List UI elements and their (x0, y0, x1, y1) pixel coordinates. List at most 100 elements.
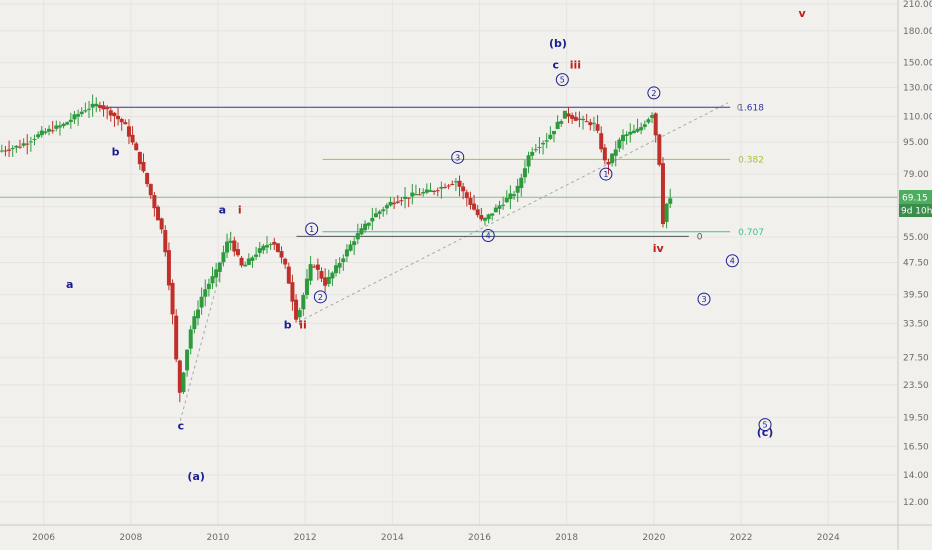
candle-body (141, 161, 146, 172)
candle (479, 207, 484, 222)
candle-body (410, 192, 415, 197)
candle (265, 236, 270, 254)
candle-body (541, 142, 546, 145)
candle-body (214, 269, 219, 278)
candle (508, 185, 513, 210)
candle (272, 237, 277, 251)
candle-body (493, 207, 498, 213)
y-tick-label: 55.00 (903, 233, 929, 243)
candle-body (348, 244, 353, 251)
candle (301, 292, 306, 316)
wave-label: a (66, 278, 73, 291)
candle-body (268, 244, 273, 246)
candle (148, 183, 153, 199)
circled-wave-label: 3 (697, 292, 711, 306)
candle (232, 236, 237, 257)
candle (54, 120, 59, 132)
candle-body (3, 150, 8, 152)
candle-body (355, 233, 360, 240)
candle-body (210, 276, 215, 284)
candle-body (315, 264, 320, 270)
candle-body (159, 218, 164, 230)
candle (243, 261, 248, 267)
candle (57, 121, 62, 136)
candle-body (392, 202, 397, 205)
candle (530, 147, 535, 160)
candle (519, 173, 524, 197)
wave-label: c (178, 419, 185, 432)
candle (315, 258, 320, 281)
candle (453, 178, 458, 192)
candle (439, 181, 444, 199)
candle-body (283, 258, 288, 265)
candle-body (232, 240, 237, 252)
candle-body (664, 203, 669, 222)
candle (653, 112, 658, 143)
candle-body (126, 126, 131, 137)
candle (192, 310, 197, 334)
candle-body (195, 309, 200, 319)
candle (621, 129, 626, 150)
candle (319, 267, 324, 283)
last-price-value: 69.15 (902, 194, 928, 204)
candle-body (519, 177, 524, 189)
y-tick-label: 210.00 (903, 0, 932, 10)
candle-body (522, 168, 527, 178)
candle (461, 182, 466, 200)
candle (47, 125, 52, 136)
candle (195, 300, 200, 326)
price-axis[interactable]: 210.00 180.00 150.00 130.00 110.00 95.00 79.00… (903, 0, 932, 508)
candle (606, 158, 611, 175)
candle-body (403, 196, 408, 199)
candle (304, 269, 309, 300)
candle (206, 278, 211, 297)
candle (388, 196, 393, 207)
candle-body (512, 194, 517, 196)
candle-body (533, 149, 538, 151)
wave-label: (b) (549, 37, 567, 50)
candle-body (595, 124, 600, 131)
candle-body (377, 211, 382, 214)
candle (417, 187, 422, 196)
x-tick-label: 2006 (32, 533, 55, 543)
candle (28, 136, 33, 152)
candle-body (254, 254, 259, 257)
candle (628, 123, 633, 143)
candle-body (39, 130, 44, 136)
candle (32, 134, 37, 146)
wave-circle (555, 73, 569, 87)
wave-circle (481, 228, 495, 242)
time-axis[interactable]: 2006 2008 2010 2012 2014 2016 2018 2020 2022 2024 (32, 533, 840, 543)
candle-body (599, 133, 604, 150)
candle-body (606, 161, 611, 165)
candle (101, 101, 106, 117)
candle-body (504, 198, 509, 203)
circled-wave-number: 2 (651, 89, 656, 98)
y-tick-label: 180.00 (903, 27, 932, 37)
candle (366, 222, 371, 230)
candle-body (668, 198, 673, 204)
candle (381, 206, 386, 217)
candle (544, 132, 549, 149)
candle-body (32, 138, 37, 140)
candle-body (631, 130, 636, 134)
candle-body (101, 105, 106, 110)
candle (3, 145, 8, 157)
candle-body (137, 151, 142, 165)
wave-circle (305, 222, 319, 236)
candle-body (272, 241, 277, 245)
x-tick-label: 2010 (207, 533, 230, 543)
candle-body (417, 194, 422, 196)
candle-body (185, 349, 190, 371)
candle-body (326, 277, 331, 284)
candle-body (482, 217, 487, 221)
candle-body (562, 110, 567, 119)
candle-body (584, 121, 589, 123)
candle-body (163, 230, 168, 253)
y-tick-label: 110.00 (903, 113, 932, 123)
candle-body (515, 185, 520, 193)
candle-body (439, 186, 444, 189)
y-tick-label: 79.00 (903, 170, 929, 180)
